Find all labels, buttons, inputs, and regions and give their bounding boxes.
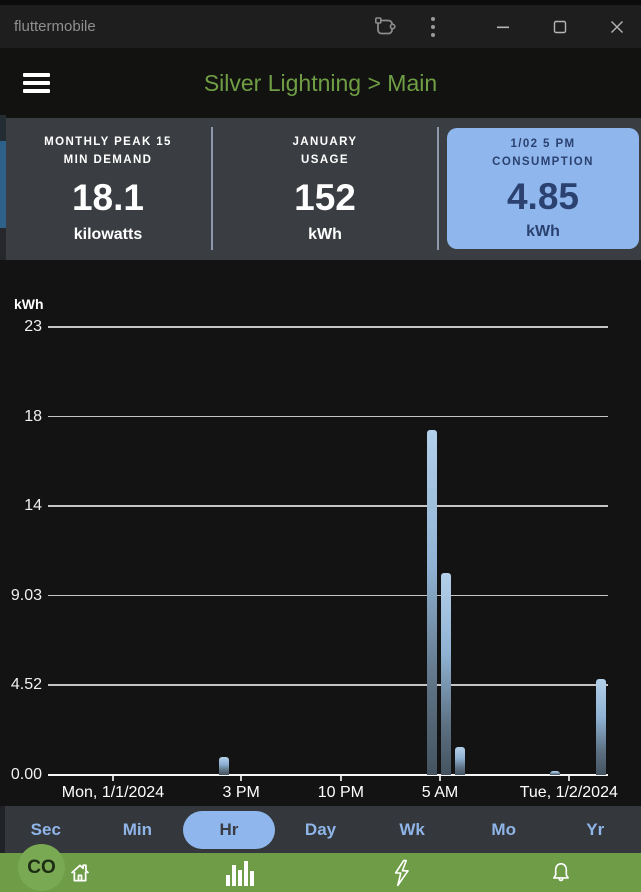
maximize-button[interactable] [547,12,573,42]
stat-card-peak-demand: MONTHLY PEAK 15 MIN DEMAND 18.1 kilowatt… [6,118,210,260]
y-axis-title: kWh [14,296,44,312]
tab-hr[interactable]: Hr [183,810,275,849]
device-frame-button[interactable] [372,12,398,42]
app-logo[interactable]: CO [18,844,65,891]
stat-unit: kWh [526,223,560,241]
hamburger-icon [23,73,50,93]
background-strip [0,141,6,228]
stat-card-january-usage: JANUARY USAGE 152 kWh [214,118,436,260]
stat-card-selected-consumption[interactable]: 1/02 5 PM CONSUMPTION 4.85 kWh [447,128,639,249]
bar-chart-icon [226,860,255,886]
lightning-bolt-icon [394,859,409,886]
background-strip [0,228,6,260]
home-icon [71,863,90,881]
minimize-button[interactable] [490,12,516,42]
background-strip [0,0,641,5]
y-axis-tick-label: 14 [24,497,42,515]
stat-value: 18.1 [71,176,144,218]
x-axis-tick-label: Tue, 1/2/2024 [519,784,618,801]
bar[interactable] [549,771,560,775]
bar[interactable] [218,757,229,775]
stats-divider [437,127,439,250]
background-strip [0,115,6,141]
y-axis-tick-label: 4.52 [10,676,42,694]
time-range-tabs: Sec Min Hr Day Wk Mo Yr [0,806,641,853]
kebab-menu-icon [431,16,435,37]
stats-divider [211,127,213,250]
device-frame-icon [374,16,396,34]
stats-row: MONTHLY PEAK 15 MIN DEMAND 18.1 kilowatt… [0,118,641,260]
x-axis-tick-label: 3 PM [222,784,260,801]
stat-unit: kWh [308,225,342,243]
stat-value: 4.85 [506,176,579,218]
bar[interactable] [427,429,438,775]
stat-label: JANUARY USAGE [292,136,358,166]
y-axis-tick-label: 0.00 [10,766,42,783]
chart-plot-area: 23 18 14 9.03 4.52 0.00 Mon, 1/1/2024 3 PM 10 PM… [0,260,641,806]
x-axis-tick [567,776,570,781]
hamburger-menu-button[interactable] [22,71,52,95]
x-axis-tick-label: 5 AM [421,784,459,801]
x-axis-line [48,774,608,776]
tab-mo[interactable]: Mo [491,819,516,839]
bell-icon [552,862,569,881]
page-title: Silver Lightning > Main [203,70,438,96]
x-axis-tick-label: Mon, 1/1/2024 [61,784,165,801]
tab-sec[interactable]: Sec [30,819,61,839]
window-title: fluttermobile [14,18,96,35]
bar-selected[interactable] [595,678,606,775]
stat-unit: kilowatts [73,225,143,243]
gridline [48,415,608,418]
y-axis-tick-label: 23 [24,318,42,335]
minimize-icon [497,26,509,28]
x-axis-tick [111,776,114,781]
stat-label: 1/02 5 PM CONSUMPTION [492,137,594,168]
close-button[interactable] [604,12,630,42]
stat-value: 152 [294,176,356,218]
y-axis-tick-label: 18 [24,407,42,425]
gridline [48,594,608,597]
nav-home-button[interactable] [0,853,160,892]
nav-usage-chart-button[interactable] [160,853,320,892]
x-axis-tick-label: 10 PM [317,784,364,801]
nav-power-button[interactable] [321,853,481,892]
gridline [48,326,608,328]
x-axis-tick [240,776,243,781]
window-titlebar: fluttermobile [0,5,641,48]
background-strip [0,806,5,853]
usage-chart: kWh 23 18 14 9.03 4.52 0.00 Mon, 1/1/2024 3 PM 1… [0,260,641,806]
close-icon [611,20,623,33]
tab-day[interactable]: Day [304,819,337,839]
nav-alerts-button[interactable] [481,853,641,892]
stat-label: MONTHLY PEAK 15 MIN DEMAND [44,136,172,166]
gridline [48,505,608,507]
x-axis-tick [339,776,342,781]
bar[interactable] [455,747,466,775]
tab-wk[interactable]: Wk [399,819,425,839]
tab-yr[interactable]: Yr [586,819,605,839]
window-menu-button[interactable] [420,12,446,42]
bottom-nav-bar: CO [0,844,641,892]
maximize-icon [553,20,567,33]
y-axis-tick-label: 9.03 [10,586,42,604]
gridline [48,684,608,686]
tab-min[interactable]: Min [122,819,152,839]
bar[interactable] [441,572,452,775]
x-axis-tick [439,776,441,781]
app-header: Silver Lightning > Main [0,48,641,118]
